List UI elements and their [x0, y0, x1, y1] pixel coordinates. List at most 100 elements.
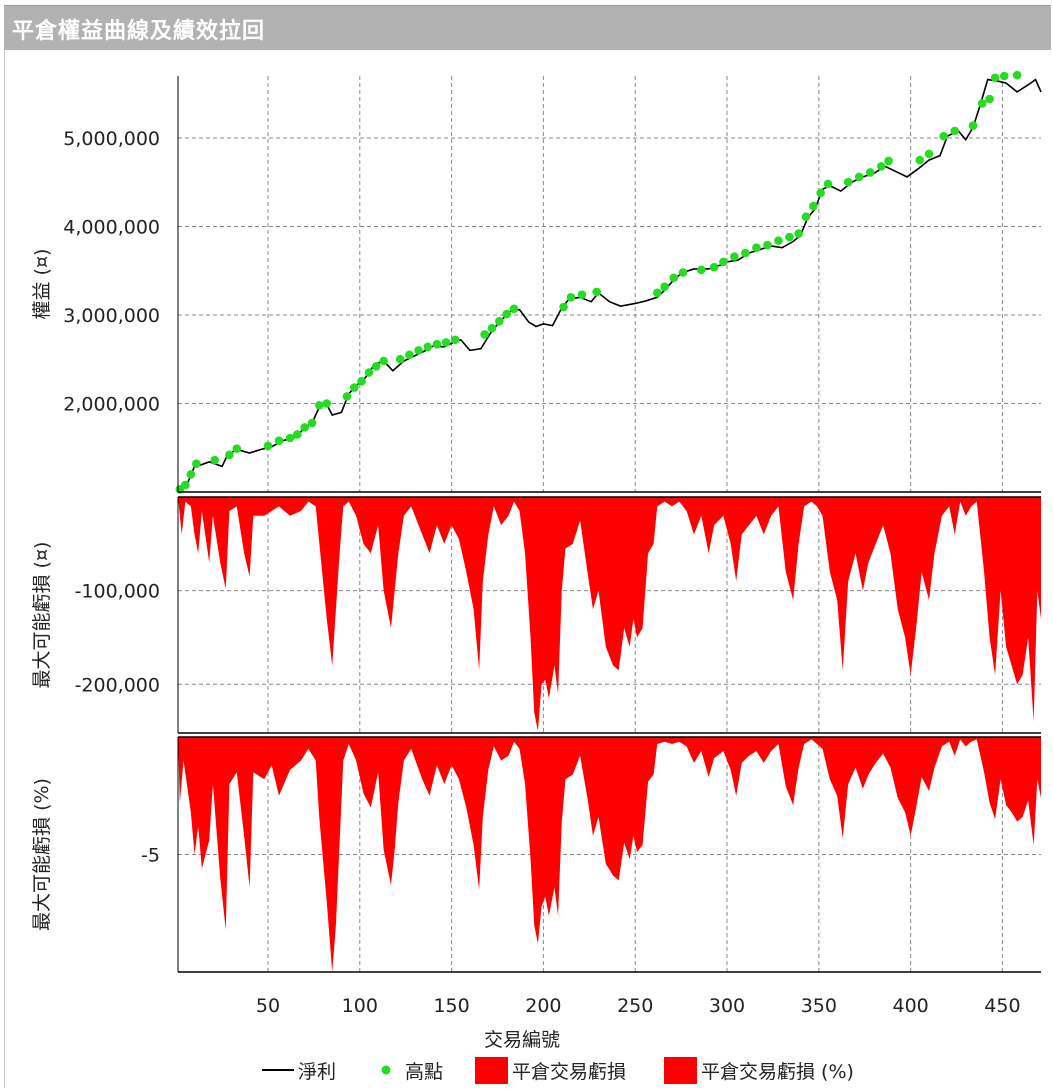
- high-point-marker: [939, 131, 948, 141]
- panel-drawdown_pct: [177, 736, 1041, 973]
- high-point-marker: [577, 290, 587, 299]
- high-point-marker: [977, 99, 987, 108]
- high-point-marker: [985, 94, 994, 104]
- y-tick-label: 5,000,000: [63, 128, 160, 150]
- high-point-marker: [414, 346, 423, 355]
- high-point-marker: [293, 430, 302, 439]
- high-point-marker: [752, 243, 761, 253]
- high-point-marker: [816, 188, 825, 198]
- high-point-marker: [349, 383, 359, 392]
- high-point-marker: [450, 335, 460, 345]
- high-point-marker: [566, 292, 576, 302]
- title-bar: 平倉權益曲線及績效拉回: [4, 5, 1051, 50]
- x-tick-label: 300: [709, 995, 745, 1017]
- high-point-marker: [307, 418, 317, 428]
- high-point-marker: [263, 441, 273, 451]
- high-point-marker: [181, 480, 190, 490]
- high-point-marker: [1012, 70, 1022, 80]
- high-point-marker: [300, 423, 309, 432]
- high-point-marker: [322, 399, 332, 408]
- high-point-marker: [709, 262, 719, 272]
- high-point-marker: [225, 450, 234, 460]
- high-point-marker: [441, 338, 451, 347]
- high-point-marker: [405, 350, 414, 360]
- legend-label-drawdown-pct: 平倉交易虧損 (%): [701, 1061, 854, 1083]
- x-tick-label: 50: [256, 995, 280, 1017]
- high-point-marker: [379, 356, 388, 366]
- high-point-marker: [285, 433, 295, 443]
- window-title: 平倉權益曲線及績效拉回: [12, 19, 266, 44]
- high-point-marker: [697, 265, 706, 275]
- drawdown-area: [178, 737, 1041, 972]
- y-tick-label: 4,000,000: [63, 216, 160, 238]
- high-point-marker: [315, 400, 324, 410]
- high-point-marker: [480, 330, 489, 339]
- high-point-marker: [950, 126, 959, 136]
- y-axis-label: 權益 (¤): [31, 249, 53, 320]
- y-tick-label: -5: [141, 845, 160, 867]
- high-point-marker: [884, 156, 893, 166]
- high-point-marker: [395, 354, 405, 364]
- high-point-marker: [342, 392, 352, 401]
- high-point-marker: [785, 232, 794, 242]
- high-point-marker: [876, 161, 886, 171]
- legend-label-net-profit: 淨利: [298, 1061, 336, 1083]
- y-tick-label: 3,000,000: [63, 305, 160, 327]
- high-point-marker: [487, 323, 497, 333]
- high-point-marker: [924, 149, 934, 159]
- high-point-marker: [423, 342, 433, 352]
- high-point-marker: [990, 73, 1000, 83]
- high-point-marker: [801, 212, 811, 222]
- high-point-marker: [592, 287, 601, 297]
- y-axis-label: 最大可能虧損 (¤): [31, 542, 53, 689]
- x-tick-label: 100: [342, 995, 378, 1017]
- y-axis-label: 最大可能虧損 (%): [31, 778, 53, 931]
- high-point-marker: [809, 201, 818, 211]
- high-point-marker: [741, 248, 750, 258]
- legend-label-drawdown: 平倉交易虧損: [512, 1061, 626, 1083]
- y-tick-label: -100,000: [75, 581, 160, 603]
- high-point-marker: [794, 229, 803, 238]
- high-point-marker: [730, 252, 739, 261]
- high-point-marker: [502, 309, 511, 319]
- legend-box-marker: [475, 1057, 508, 1084]
- x-tick-label: 450: [984, 995, 1020, 1017]
- high-point-marker: [357, 377, 366, 386]
- x-axis-label: 交易編號: [484, 1029, 560, 1051]
- y-tick-label: -200,000: [75, 674, 160, 696]
- high-point-marker: [432, 339, 442, 349]
- high-point-marker: [865, 168, 875, 177]
- x-tick-label: 150: [433, 995, 469, 1017]
- panel-drawdown_abs: [177, 496, 1041, 734]
- high-point-marker: [763, 240, 772, 250]
- high-point-marker: [364, 368, 374, 377]
- high-point-marker: [968, 121, 978, 130]
- x-tick-label: 250: [617, 995, 653, 1017]
- chart-frame: [4, 50, 1053, 1088]
- high-point-marker: [854, 172, 864, 182]
- panel-equity: [175, 70, 1042, 494]
- high-point-marker: [509, 304, 519, 314]
- legend-dot-marker: [381, 1065, 391, 1075]
- high-point-marker: [719, 257, 728, 267]
- high-point-marker: [210, 455, 220, 465]
- y-tick-label: 2,000,000: [63, 393, 160, 415]
- high-point-marker: [823, 179, 833, 189]
- high-point-marker: [232, 444, 242, 453]
- high-point-marker: [652, 288, 662, 298]
- legend-label-high: 高點: [405, 1061, 443, 1083]
- high-point-marker: [774, 236, 783, 245]
- high-point-marker: [186, 469, 196, 479]
- high-point-marker: [372, 362, 381, 371]
- x-tick-label: 200: [525, 995, 561, 1017]
- high-point-marker: [660, 282, 669, 291]
- legend-box-marker: [664, 1057, 697, 1084]
- high-point-marker: [192, 459, 201, 468]
- x-tick-label: 350: [801, 995, 837, 1017]
- drawdown-area: [178, 497, 1041, 732]
- high-point-marker: [999, 71, 1009, 81]
- high-point-marker: [678, 268, 688, 277]
- high-point-marker: [843, 177, 853, 187]
- high-point-marker: [274, 436, 284, 445]
